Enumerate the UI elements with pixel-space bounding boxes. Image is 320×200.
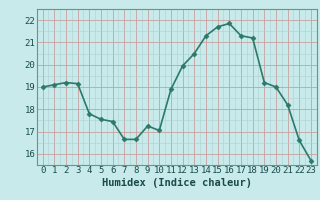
X-axis label: Humidex (Indice chaleur): Humidex (Indice chaleur) [102,178,252,188]
